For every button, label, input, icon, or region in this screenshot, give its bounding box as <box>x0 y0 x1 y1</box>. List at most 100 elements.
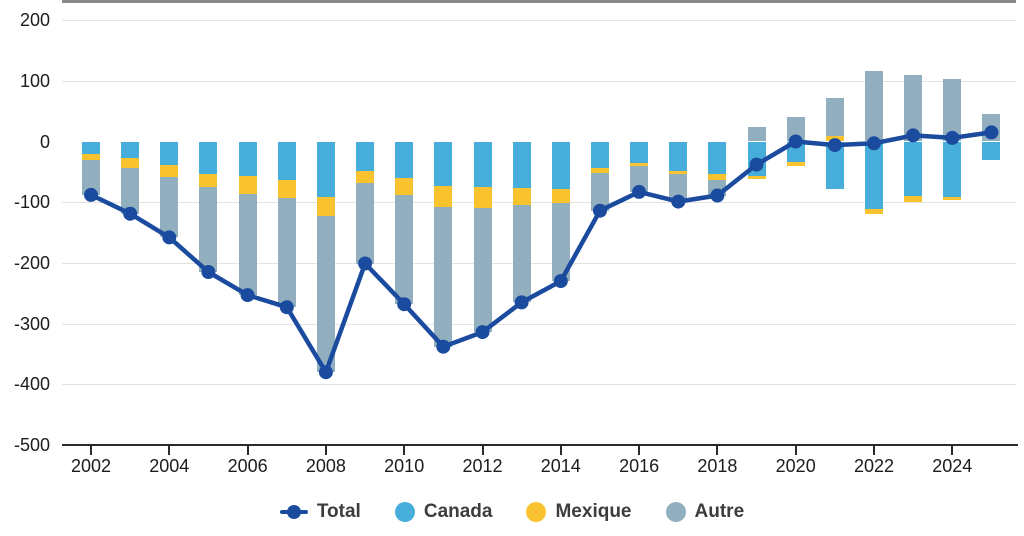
gridline <box>62 384 1016 386</box>
bar-2009-mexique <box>356 170 375 184</box>
bar-2011-mexique <box>434 186 453 208</box>
zero-baseline <box>62 0 1016 3</box>
bar-2021-canada <box>825 141 844 189</box>
legend-label: Total <box>316 501 361 522</box>
y-tick-label: -300 <box>13 313 50 334</box>
x-tick <box>873 446 875 455</box>
bar-2019-mexique <box>747 176 766 180</box>
x-tick <box>481 446 484 455</box>
x-tick <box>246 446 249 455</box>
x-tick-label: 2018 <box>697 456 738 476</box>
bar-2023-mexique <box>904 196 923 202</box>
bar-2022-autre <box>865 71 883 142</box>
x-tick-label: 2004 <box>149 456 190 476</box>
bar-2005-canada <box>199 141 218 175</box>
bar-2007-mexique <box>277 180 296 198</box>
bar-2024-canada <box>943 141 962 198</box>
x-tick <box>559 446 562 455</box>
x-tick-label: 2024 <box>932 456 973 476</box>
bar-2018-canada <box>708 141 727 175</box>
bar-2008-canada <box>316 141 335 198</box>
bar-2020-mexique <box>786 162 805 167</box>
bar-2015-autre <box>590 173 609 211</box>
bar-2008-mexique <box>316 197 335 217</box>
mexique-circle-icon <box>526 502 547 522</box>
bar-2019-autre <box>747 126 766 142</box>
bar-2020-canada <box>786 141 805 163</box>
bar-2014-canada <box>551 141 570 189</box>
bar-2022-mexique <box>865 208 883 214</box>
bar-2002-canada <box>82 141 100 154</box>
bar-2023-autre <box>904 75 923 142</box>
gridline <box>62 20 1016 22</box>
bar-2025-autre <box>982 113 1001 142</box>
total-line <box>90 130 992 375</box>
gridline <box>62 323 1016 325</box>
bar-2015-canada <box>590 141 609 168</box>
bar-2003-mexique <box>121 157 140 168</box>
bar-2003-canada <box>121 141 140 158</box>
x-tick <box>403 446 406 455</box>
y-tick-label: -400 <box>13 374 50 395</box>
bar-2023-canada <box>904 141 923 197</box>
y-tick-label: -500 <box>13 435 50 456</box>
bar-2017-autre <box>669 174 688 202</box>
autre-circle-icon <box>665 502 686 522</box>
x-tick-label: 2020 <box>775 456 816 476</box>
bar-2005-mexique <box>199 174 218 188</box>
bar-2002-autre <box>82 160 100 195</box>
legend: Total Canada Mexique Autre <box>0 498 1024 526</box>
bar-2018-autre <box>708 180 727 196</box>
legend-item-autre: Autre <box>665 501 745 523</box>
bar-2004-canada <box>160 141 179 165</box>
bar-2014-mexique <box>551 188 570 203</box>
bar-2013-mexique <box>512 188 531 206</box>
x-tick <box>324 446 327 455</box>
bar-2008-autre <box>316 216 335 373</box>
x-tick-label: 2010 <box>384 456 425 476</box>
bar-2010-autre <box>395 194 414 305</box>
bar-2012-mexique <box>473 187 492 209</box>
bar-2009-autre <box>356 183 375 264</box>
bar-2022-canada <box>865 141 883 209</box>
bar-2005-autre <box>199 187 218 273</box>
bar-2006-mexique <box>238 176 257 194</box>
bar-2025-canada <box>982 141 1001 161</box>
x-tick <box>951 446 954 455</box>
legend-label: Mexique <box>555 501 632 522</box>
x-tick <box>638 446 641 455</box>
x-tick-label: 2016 <box>619 456 660 476</box>
bar-2010-mexique <box>395 177 414 195</box>
legend-label: Autre <box>694 501 745 522</box>
bar-2006-autre <box>238 193 257 296</box>
bar-2016-autre <box>630 166 649 192</box>
y-tick-label: 0 <box>39 131 50 152</box>
x-axis-line <box>62 444 1018 446</box>
bar-2007-autre <box>277 197 296 308</box>
y-tick-label: 100 <box>19 70 50 91</box>
bar-2007-canada <box>277 141 296 181</box>
y-tick-label: -100 <box>13 192 50 213</box>
bar-2006-canada <box>238 141 257 177</box>
x-tick-label: 2008 <box>305 456 346 476</box>
x-tick-label: 2002 <box>70 456 112 476</box>
bar-2010-canada <box>395 141 414 178</box>
legend-item-canada: Canada <box>394 501 492 523</box>
total-line-dot-icon <box>279 505 308 519</box>
x-tick <box>90 446 92 455</box>
gridline <box>62 80 1016 82</box>
bar-2009-canada <box>356 141 375 171</box>
x-tick-label: 2022 <box>853 456 895 476</box>
x-tick-label: 2006 <box>227 456 268 476</box>
bar-2011-autre <box>434 207 453 347</box>
bar-2021-autre <box>825 97 844 137</box>
bar-2024-autre <box>943 78 962 142</box>
bar-2024-mexique <box>943 197 962 201</box>
y-tick-label: 200 <box>19 10 50 31</box>
bar-2021-mexique <box>825 136 844 142</box>
bar-2017-canada <box>669 141 688 171</box>
bar-2012-autre <box>473 208 492 333</box>
y-tick-label: -200 <box>13 252 50 273</box>
x-tick-label: 2014 <box>540 456 581 476</box>
